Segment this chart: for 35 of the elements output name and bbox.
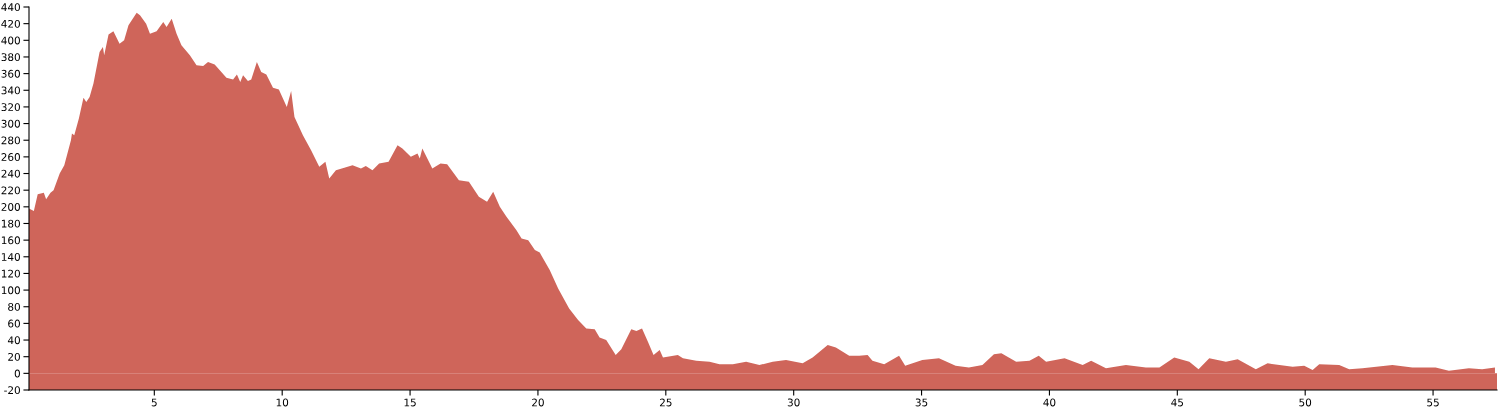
- y-tick-label: 380: [1, 53, 20, 62]
- y-tick-label: 420: [1, 19, 20, 28]
- y-tick-label: 440: [1, 3, 20, 12]
- x-tick-label: 40: [1043, 398, 1056, 407]
- x-tick-label: 10: [276, 398, 289, 407]
- x-tick-label: 25: [659, 398, 672, 407]
- y-tick-label: 40: [7, 336, 20, 345]
- y-tick-label: 180: [1, 219, 20, 228]
- y-tick-label: 300: [1, 119, 20, 128]
- x-tick-label: 20: [532, 398, 544, 407]
- x-tick-label: 55: [1427, 398, 1439, 407]
- y-tick-label: 220: [1, 186, 20, 195]
- y-tick-label: 280: [1, 136, 20, 145]
- y-tick-label: 0: [14, 369, 20, 378]
- y-tick-label: 240: [1, 169, 20, 178]
- y-tick-label: 100: [1, 286, 20, 295]
- x-tick-label: 50: [1299, 398, 1312, 407]
- y-tick-label: 340: [1, 86, 20, 95]
- y-tick-label: 400: [1, 36, 20, 45]
- y-tick-label: 200: [1, 203, 20, 211]
- y-tick-label: 60: [8, 319, 20, 328]
- x-tick-label: 30: [787, 398, 800, 407]
- y-tick-label: 80: [8, 302, 20, 311]
- x-tick-label: 15: [404, 398, 416, 407]
- x-tick-label: 45: [1171, 398, 1184, 407]
- y-tick-label: -20: [4, 386, 20, 395]
- y-tick-label: 360: [1, 69, 20, 78]
- y-tick-label: 120: [1, 269, 20, 278]
- y-tick-label: 160: [1, 236, 20, 245]
- x-tick-label: 5: [151, 398, 157, 407]
- y-tick-label: 20: [8, 352, 20, 361]
- y-tick-label: 140: [1, 253, 20, 261]
- y-tick-label: 320: [1, 103, 20, 112]
- y-tick-label: 260: [1, 153, 20, 161]
- x-tick-label: 35: [915, 398, 928, 407]
